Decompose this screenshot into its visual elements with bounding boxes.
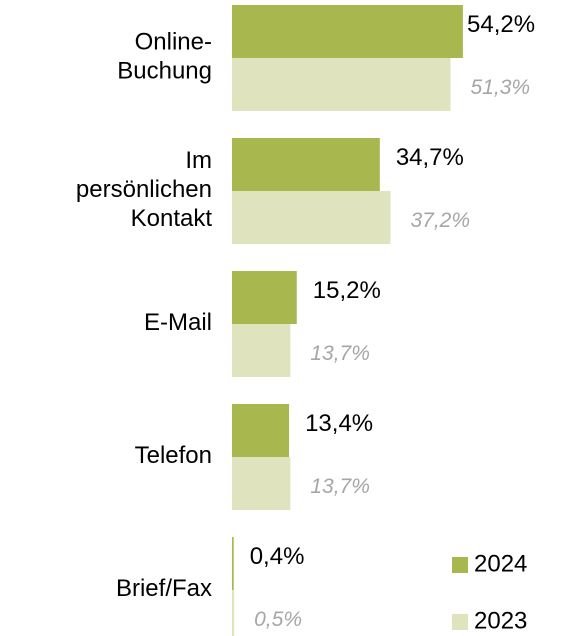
bar [232,5,463,58]
legend-label: 2023 [474,607,527,634]
value-label: 13,4% [305,410,373,437]
bar [232,537,234,590]
value-label: 51,3% [471,76,531,99]
bar [232,590,235,636]
value-label: 34,7% [396,144,464,171]
legend-swatch [452,557,468,573]
bar [232,271,297,324]
category-label: Telefon [135,442,212,469]
value-label: 0,5% [254,608,302,631]
bar [232,324,291,377]
category-label: Brief/Fax [116,575,212,602]
bar [232,457,291,510]
value-label: 15,2% [313,277,381,304]
value-label: 54,2% [467,11,535,38]
value-label: 37,2% [410,209,470,232]
category-label: E-Mail [144,309,212,336]
category-label: Online-Buchung [117,29,212,85]
bar [232,138,380,191]
bar [232,404,290,457]
value-label: 0,4% [250,543,305,570]
value-label: 13,7% [310,342,370,365]
category-label: Im persönlichen Kontakt [76,147,212,232]
legend-swatch [452,614,468,630]
value-label: 13,7% [310,475,370,498]
bar [232,191,391,244]
bar [232,58,451,111]
legend-label: 2024 [474,550,527,577]
